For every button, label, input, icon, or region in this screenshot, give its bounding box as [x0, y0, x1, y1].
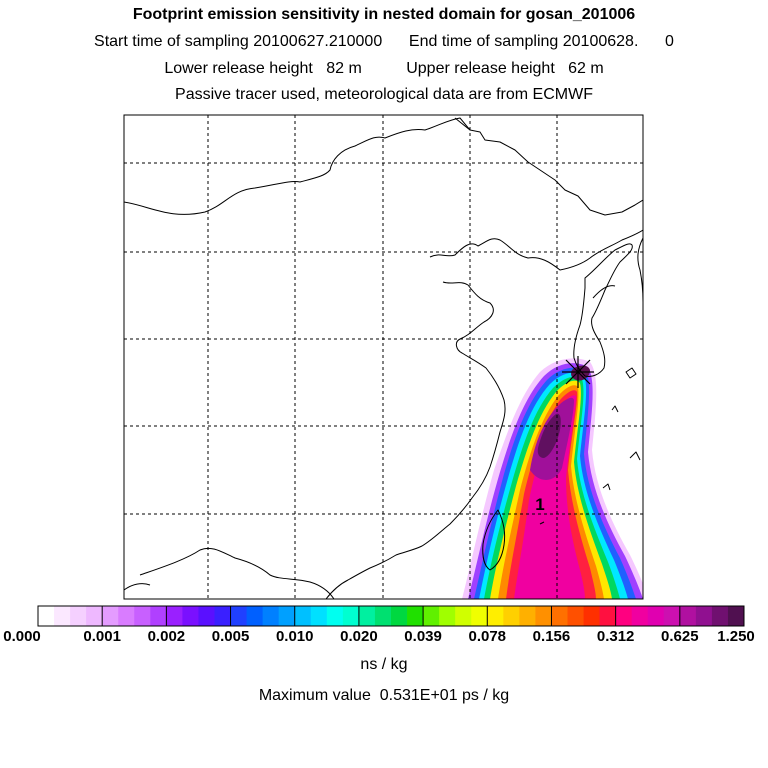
colorbar-tick-label: 0.010 [275, 628, 314, 645]
colorbar-swatch [150, 606, 167, 626]
colorbar-swatch [487, 606, 504, 626]
plume-band-pink [514, 395, 585, 599]
colorbar-swatch [439, 606, 456, 626]
coastline [625, 367, 637, 379]
colorbar-swatch [551, 606, 568, 626]
maximum-value: Maximum value 0.531E+01 ps / kg [258, 687, 510, 704]
colorbar-swatch [166, 606, 183, 626]
colorbar-swatch [294, 606, 312, 626]
colorbar-tick-label: 0.005 [211, 628, 250, 645]
receptor-marker [562, 356, 594, 388]
colorbar-tick-label: 0.625 [661, 628, 699, 645]
border-line [429, 229, 643, 271]
release-height-line: Lower release height 82 m Upper release … [164, 60, 604, 77]
colorbar-tick-label: 0.002 [147, 628, 186, 645]
colorbar-swatch [727, 606, 745, 626]
colorbar-swatch [615, 606, 633, 626]
colorbar-swatch [182, 606, 199, 626]
tracer-note: Passive tracer used, meteorological data… [175, 86, 593, 103]
colorbar-swatch [503, 606, 520, 626]
colorbar-swatch [711, 606, 729, 626]
colorbar-swatch [102, 606, 119, 626]
colorbar [38, 606, 745, 626]
coastline [611, 405, 619, 413]
colorbar-swatch [358, 606, 376, 626]
colorbar-swatch [391, 606, 408, 626]
coastline [539, 521, 545, 525]
colorbar-swatch [54, 606, 71, 626]
colorbar-swatch [455, 606, 472, 626]
colorbar-swatch [230, 606, 247, 626]
colorbar-swatch [695, 606, 713, 626]
colorbar-swatch [423, 606, 440, 626]
colorbar-tick-label: 0.312 [596, 628, 635, 645]
colorbar-swatch [599, 606, 617, 626]
plume-label: 1 [535, 495, 544, 514]
plot-title: Footprint emission sensitivity in nested… [132, 6, 636, 23]
colorbar-swatch [583, 606, 600, 626]
coastline [629, 451, 641, 461]
sampling-time-line: Start time of sampling 20100627.210000 E… [94, 33, 674, 50]
colorbar-swatch [134, 606, 151, 626]
colorbar-tick-label: 0.156 [532, 628, 571, 645]
colorbar-frame [37, 605, 745, 627]
colorbar-swatch [70, 606, 87, 626]
coastline [602, 483, 611, 491]
border-line [454, 117, 471, 131]
colorbar-swatch [679, 606, 697, 626]
colorbar-swatch [246, 606, 264, 626]
colorbar-swatch [519, 606, 536, 626]
coastline [482, 509, 506, 571]
colorbar-swatch [374, 606, 392, 626]
colorbar-swatch [631, 606, 649, 626]
colorbar-swatch [342, 606, 360, 626]
coastline [592, 285, 616, 299]
colorbar-swatch [407, 606, 424, 626]
coastline [573, 243, 633, 377]
colorbar-tick-label: 0.001 [83, 628, 121, 645]
colorbar-swatch [326, 606, 344, 626]
colorbar-swatch [471, 606, 488, 626]
colorbar-tick-label: 1.250 [717, 628, 755, 645]
border-line [124, 117, 643, 216]
colorbar-swatch [647, 606, 665, 626]
colorbar-swatch [567, 606, 584, 626]
colorbar-tick-label: 0.078 [468, 628, 507, 645]
colorbar-tick-label: 0.000 [3, 628, 41, 645]
colorbar-swatch [118, 606, 135, 626]
plume-band-core [537, 413, 561, 458]
coastline [325, 281, 506, 599]
coastline [124, 583, 151, 591]
colorbar-tick-label: 0.020 [340, 628, 378, 645]
colorbar-swatch [38, 606, 55, 626]
colorbar-swatch [198, 606, 215, 626]
colorbar-units: ns / kg [360, 656, 408, 673]
map-frame [123, 114, 644, 600]
colorbar-swatch [214, 606, 231, 626]
colorbar-swatch [663, 606, 681, 626]
colorbar-swatch [86, 606, 103, 626]
coastline [139, 547, 335, 599]
colorbar-tick-label: 0.039 [404, 628, 442, 645]
colorbar-swatch [310, 606, 328, 626]
colorbar-swatch [262, 606, 280, 626]
colorbar-swatch [535, 606, 552, 626]
coastline [637, 237, 643, 303]
colorbar-swatch [278, 606, 296, 626]
